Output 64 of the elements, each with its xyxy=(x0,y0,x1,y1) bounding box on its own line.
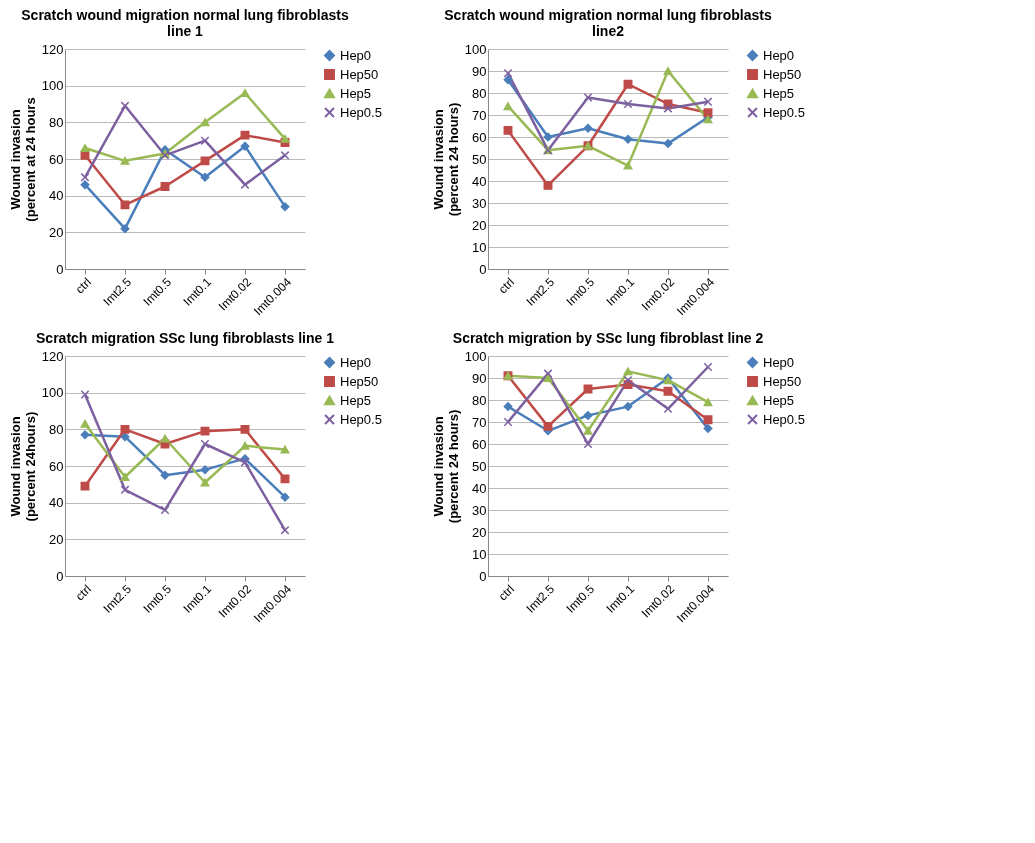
legend-label: Hep0 xyxy=(340,47,372,63)
legend-label: Hep0.5 xyxy=(763,411,805,427)
legend-label: Hep50 xyxy=(763,66,802,82)
y-tick-label: 60 xyxy=(472,436,487,452)
y-tick-label: 20 xyxy=(49,224,64,240)
y-tick-label: 40 xyxy=(472,480,487,496)
legend-label: Hep5 xyxy=(340,392,372,408)
chart-title: Scratch wound migration normal lung fibroblasts line2 xyxy=(444,7,772,39)
legend-label: Hep50 xyxy=(340,373,379,389)
y-tick-label: 100 xyxy=(41,78,64,94)
legend-label: Hep5 xyxy=(763,392,795,408)
legend-label: Hep0 xyxy=(763,47,795,63)
y-tick-label: 20 xyxy=(472,524,487,540)
y-tick-label: 60 xyxy=(49,151,64,167)
y-tick-label: 40 xyxy=(472,173,487,189)
x-tick-label: ctrl xyxy=(495,582,517,604)
y-tick-label: 100 xyxy=(464,348,487,364)
y-tick-label: 20 xyxy=(49,531,64,547)
y-tick-label: 120 xyxy=(41,348,64,364)
legend-label: Hep0.5 xyxy=(340,411,382,427)
legend-label: Hep0 xyxy=(340,354,372,370)
y-tick-label: 80 xyxy=(472,85,487,101)
y-tick-label: 30 xyxy=(472,195,487,211)
chart-title: Scratch migration SSc lung fibroblasts line 1 xyxy=(36,330,335,346)
y-tick-label: 100 xyxy=(464,41,487,57)
legend-label: Hep50 xyxy=(340,66,379,82)
y-tick-label: 100 xyxy=(41,385,64,401)
y-tick-label: 50 xyxy=(472,151,487,167)
y-tick-label: 90 xyxy=(472,370,487,386)
y-tick-label: 40 xyxy=(49,188,64,204)
y-axis-title: Wound invasion (percent 24hours) xyxy=(7,411,38,522)
legend-label: Hep0.5 xyxy=(340,104,382,120)
y-tick-label: 20 xyxy=(472,217,487,233)
y-tick-label: 80 xyxy=(49,114,64,130)
y-tick-label: 120 xyxy=(41,41,64,57)
legend-label: Hep5 xyxy=(763,85,795,101)
legend-label: Hep0 xyxy=(763,354,795,370)
y-tick-label: 40 xyxy=(49,495,64,511)
y-tick-label: 0 xyxy=(479,261,487,277)
x-tick-label: ctrl xyxy=(495,275,517,297)
y-tick-label: 50 xyxy=(472,458,487,474)
x-tick-label: ctrl xyxy=(72,275,94,297)
y-tick-label: 10 xyxy=(472,546,487,562)
y-tick-label: 90 xyxy=(472,63,487,79)
y-tick-label: 30 xyxy=(472,502,487,518)
chart-title: Scratch migration by SSc lung fibroblast line 2 xyxy=(452,330,764,346)
y-tick-label: 70 xyxy=(472,414,487,430)
x-tick-label: ctrl xyxy=(72,582,94,604)
y-tick-label: 60 xyxy=(49,458,64,474)
y-tick-label: 80 xyxy=(49,421,64,437)
y-tick-label: 70 xyxy=(472,107,487,123)
legend-label: Hep0.5 xyxy=(763,104,805,120)
y-axis-title: Wound invasion (percent 24 hours) xyxy=(430,409,461,524)
y-axis-title: Wound invasion (percent at 24 hours xyxy=(7,97,38,222)
chart-title: Scratch wound migration normal lung fibroblasts line 1 xyxy=(21,7,349,39)
y-tick-label: 0 xyxy=(56,568,64,584)
y-tick-label: 10 xyxy=(472,239,487,255)
y-tick-label: 0 xyxy=(479,568,487,584)
legend-label: Hep50 xyxy=(763,373,802,389)
y-tick-label: 80 xyxy=(472,392,487,408)
y-axis-title: Wound invasion (percent 24 hours) xyxy=(430,102,461,217)
y-tick-label: 0 xyxy=(56,261,64,277)
legend-label: Hep5 xyxy=(340,85,372,101)
y-tick-label: 60 xyxy=(472,129,487,145)
